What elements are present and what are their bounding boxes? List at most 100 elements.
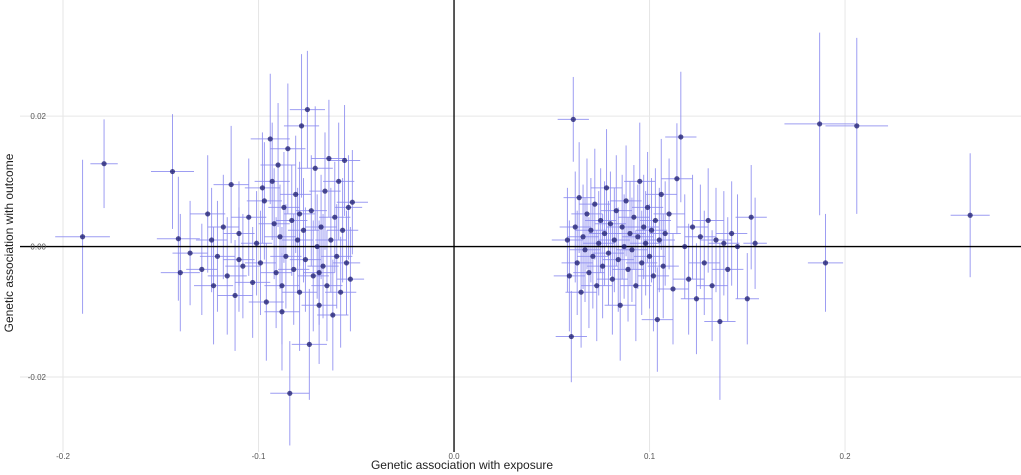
data-point	[752, 240, 758, 246]
data-point	[279, 283, 285, 289]
data-point	[236, 230, 242, 237]
data-point	[224, 273, 230, 279]
data-point	[291, 266, 297, 272]
x-tick-label: 0.1	[644, 452, 656, 461]
data-point	[296, 289, 303, 295]
data-point	[300, 227, 307, 233]
data-point	[341, 157, 348, 164]
x-tick-label: -0.1	[252, 452, 266, 461]
data-point	[208, 237, 215, 243]
data-point	[621, 243, 627, 250]
data-point	[729, 230, 735, 237]
data-point	[187, 250, 193, 256]
data-point	[293, 191, 299, 197]
data-point	[210, 283, 217, 289]
data-point	[289, 217, 295, 224]
data-point	[332, 214, 338, 220]
data-point	[275, 162, 281, 168]
data-point	[656, 237, 662, 243]
data-point	[854, 123, 860, 129]
data-point	[259, 185, 266, 191]
data-point	[701, 260, 707, 266]
data-point	[609, 276, 615, 282]
data-point	[629, 247, 635, 253]
data-point	[277, 234, 283, 240]
data-point	[709, 283, 715, 289]
data-point	[205, 211, 211, 217]
data-point	[318, 224, 324, 230]
data-point	[343, 260, 350, 266]
zero-lines	[20, 0, 1021, 452]
data-point	[269, 178, 275, 184]
data-point	[619, 224, 625, 230]
data-point	[666, 211, 672, 217]
data-point	[574, 260, 580, 266]
data-point	[568, 333, 574, 340]
y-tick-label: -0.02	[28, 373, 47, 382]
data-point	[169, 168, 176, 175]
data-point	[596, 240, 602, 246]
data-point	[967, 212, 973, 218]
data-point	[588, 227, 594, 233]
data-point	[328, 237, 334, 243]
data-point	[570, 116, 576, 122]
data-point	[713, 237, 719, 243]
data-point	[650, 273, 657, 279]
data-point	[302, 256, 309, 263]
data-point	[338, 289, 344, 295]
data-point	[236, 256, 242, 263]
data-point	[279, 309, 285, 315]
data-point	[273, 270, 279, 276]
data-point	[639, 260, 645, 266]
data-point	[312, 165, 318, 171]
data-point	[295, 237, 301, 243]
point-layer	[79, 106, 973, 396]
data-point	[654, 316, 660, 323]
data-point	[598, 217, 604, 224]
data-point	[314, 243, 320, 250]
data-point	[584, 211, 590, 217]
data-point	[199, 266, 205, 272]
data-point	[625, 266, 631, 272]
data-point	[662, 230, 668, 237]
data-point	[298, 123, 305, 129]
data-point	[261, 198, 267, 204]
data-point	[228, 181, 234, 188]
data-point	[697, 234, 703, 240]
data-point	[601, 230, 608, 237]
data-point	[689, 224, 696, 230]
data-point	[101, 161, 107, 167]
data-point	[283, 253, 289, 259]
data-point	[635, 234, 641, 240]
data-point	[177, 270, 183, 276]
data-point	[592, 201, 598, 207]
data-point	[641, 224, 647, 230]
y-axis-title: Genetic association with outcome	[2, 153, 16, 332]
data-point	[594, 283, 600, 289]
data-point	[287, 390, 293, 396]
data-point	[674, 176, 680, 182]
data-point	[582, 247, 588, 253]
data-point	[631, 214, 637, 220]
data-point	[240, 263, 246, 269]
data-point	[617, 302, 623, 308]
data-point	[611, 237, 617, 243]
data-point	[705, 217, 711, 224]
data-point	[580, 234, 586, 240]
data-point	[644, 204, 651, 211]
data-point	[253, 240, 260, 246]
data-point	[744, 296, 750, 302]
data-point	[572, 224, 578, 230]
data-point	[658, 191, 664, 197]
data-point	[564, 237, 571, 243]
data-point	[633, 283, 639, 289]
data-point	[637, 178, 643, 184]
tick-labels: -0.2 -0.1 0.0 0.1 0.2 -0.02 0.00 0.02	[28, 112, 851, 461]
data-point	[660, 263, 666, 269]
data-point	[590, 253, 596, 259]
data-point	[725, 266, 731, 272]
data-point	[326, 155, 332, 162]
data-point	[281, 204, 287, 211]
y-tick-label: 0.00	[30, 243, 46, 252]
data-point	[721, 240, 727, 246]
